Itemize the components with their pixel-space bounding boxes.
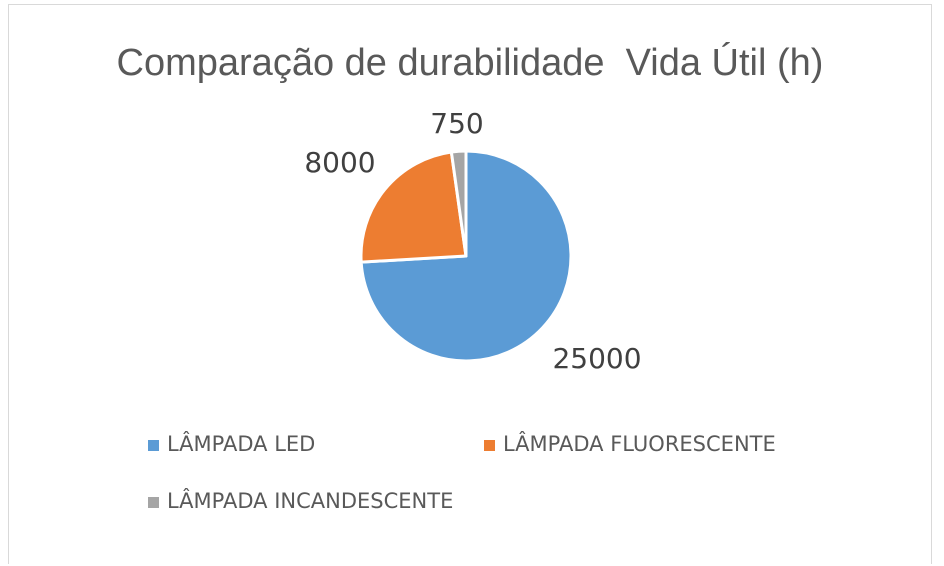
data-label-lampada-led: 25000 bbox=[552, 342, 641, 375]
legend: LÂMPADA LED LÂMPADA FLUORESCENTE LÂMPADA I… bbox=[148, 431, 776, 513]
data-label-lampada-fluorescente: 8000 bbox=[304, 146, 375, 179]
legend-label-lampada-fluorescente: LÂMPADA FLUORESCENTE bbox=[503, 431, 776, 456]
data-label-lampada-incandescente: 750 bbox=[430, 107, 483, 140]
legend-swatch-lampada-led bbox=[148, 440, 159, 451]
legend-swatch-lampada-incandescente bbox=[148, 497, 159, 508]
pie-slices bbox=[359, 149, 573, 363]
chart-title: Comparação de durabilidade Vida Útil (h) bbox=[117, 41, 824, 84]
legend-label-lampada-incandescente: LÂMPADA INCANDESCENTE bbox=[167, 488, 453, 513]
pie-slice-lampada-fluorescente bbox=[359, 150, 468, 264]
legend-swatch-lampada-fluorescente bbox=[484, 440, 495, 451]
legend-label-lampada-led: LÂMPADA LED bbox=[167, 431, 315, 456]
data-labels: 25000 8000 750 bbox=[304, 107, 641, 375]
pie-slice-lampada-incandescente bbox=[449, 149, 468, 258]
